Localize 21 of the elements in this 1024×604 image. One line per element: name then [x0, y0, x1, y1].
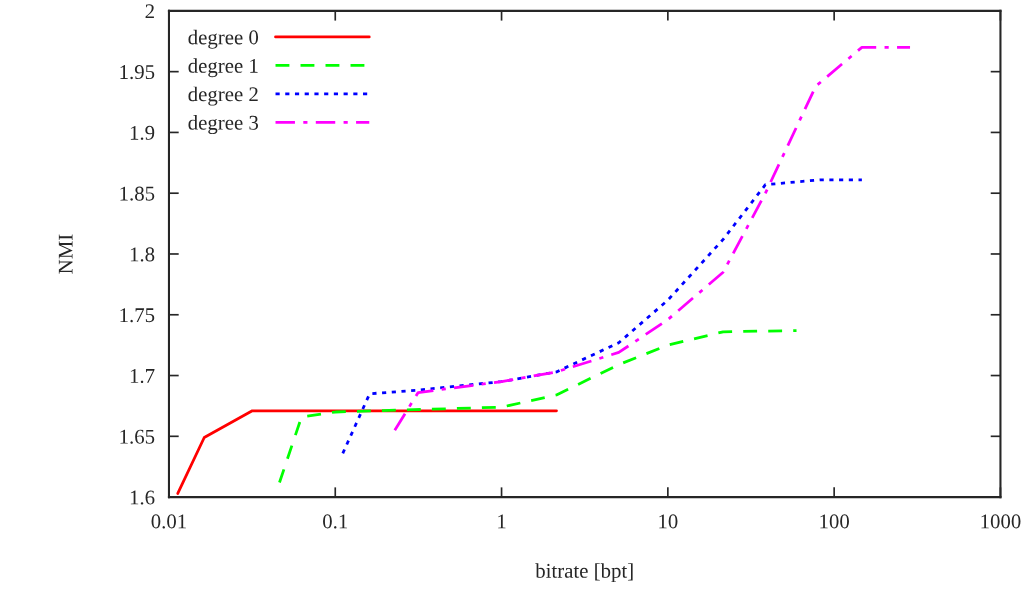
legend-label: degree 3: [188, 115, 259, 135]
y-tick-label: 1.6: [130, 490, 155, 505]
x-tick-label: 10: [659, 514, 678, 529]
legend-label: degree 2: [188, 86, 258, 106]
y-tick-label: 1.95: [120, 65, 155, 80]
y-tick-label: 1.8: [130, 247, 155, 262]
x-tick-label: 0.01: [151, 514, 186, 529]
x-tick-label: 100: [820, 514, 849, 529]
legend-label: degree 1: [188, 58, 258, 78]
x-tick-label: 1: [498, 514, 506, 529]
y-tick-label: 1.65: [120, 429, 155, 444]
y-tick-label: 1.9: [130, 125, 155, 140]
x-axis-title: bitrate [bpt]: [535, 563, 633, 583]
y-tick-label: 2: [145, 4, 154, 19]
legend-label: degree 0: [188, 29, 259, 49]
y-axis-title: NMI: [58, 234, 73, 274]
y-tick-label: 1.85: [120, 186, 155, 201]
x-tick-label: 1000: [981, 514, 1021, 529]
y-tick-label: 1.75: [120, 308, 155, 323]
y-tick-label: 1.7: [130, 369, 155, 384]
x-tick-label: 0.1: [323, 514, 348, 529]
